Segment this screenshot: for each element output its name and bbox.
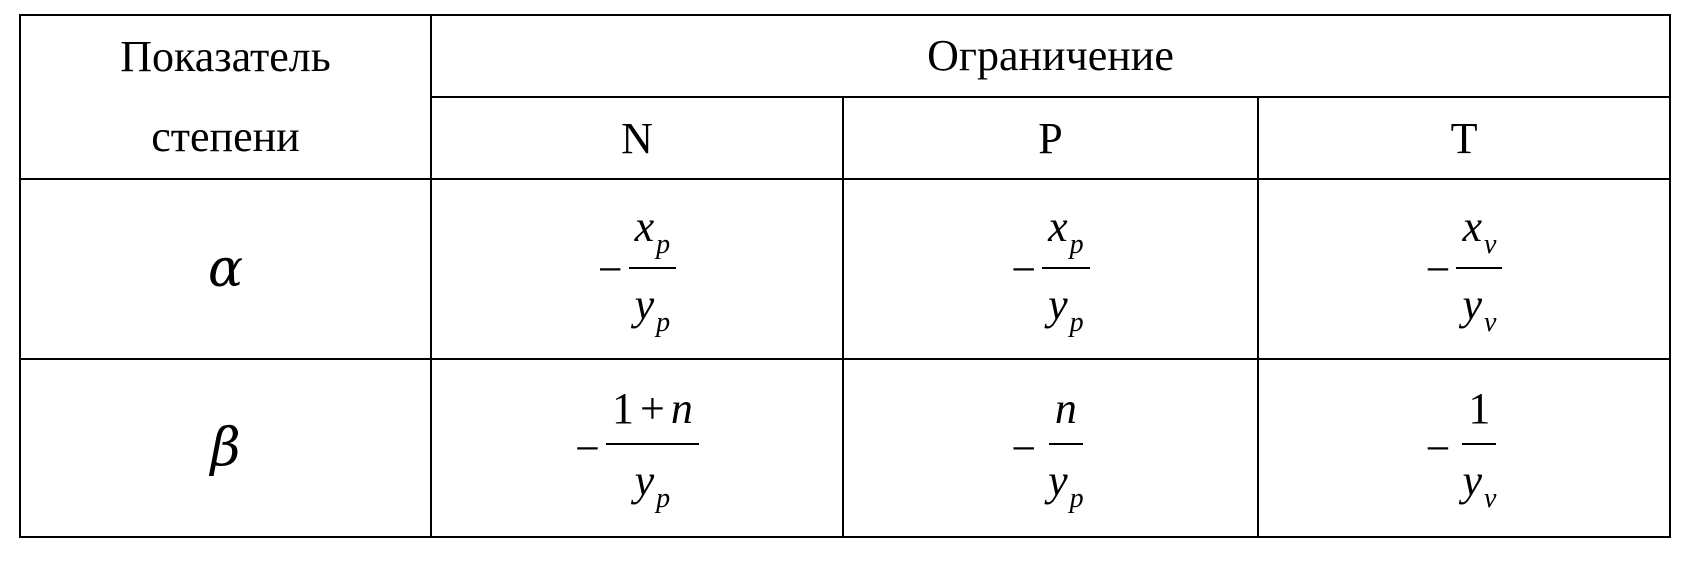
row-symbol-beta: β <box>19 358 432 538</box>
header-column-n: N <box>430 96 844 180</box>
header-exponent-line2: степени <box>151 112 300 161</box>
cell-alpha-n: − xp yp <box>430 178 844 360</box>
cell-beta-p: − n yp <box>842 358 1259 538</box>
cell-beta-t: − 1 yv <box>1256 358 1672 538</box>
header-column-p: P <box>842 96 1259 180</box>
exponent-constraint-table: Показатель степени Ограничение N P T α −… <box>19 14 1672 538</box>
cell-alpha-p: − xp yp <box>842 178 1259 360</box>
header-exponent: Показатель степени <box>19 14 432 180</box>
table-row-alpha: α − xp yp − xp yp − <box>19 178 1672 360</box>
header-constraint: Ограничение <box>429 14 1672 98</box>
cell-beta-n: − 1 + n yp <box>430 358 844 538</box>
row-symbol-alpha: α <box>19 178 432 360</box>
table-row-beta: β − 1 + n yp − n yp − <box>19 358 1672 538</box>
cell-alpha-t: − xv yv <box>1256 178 1672 360</box>
header-exponent-line1: Показатель <box>120 32 331 81</box>
header-column-t: T <box>1256 96 1672 180</box>
